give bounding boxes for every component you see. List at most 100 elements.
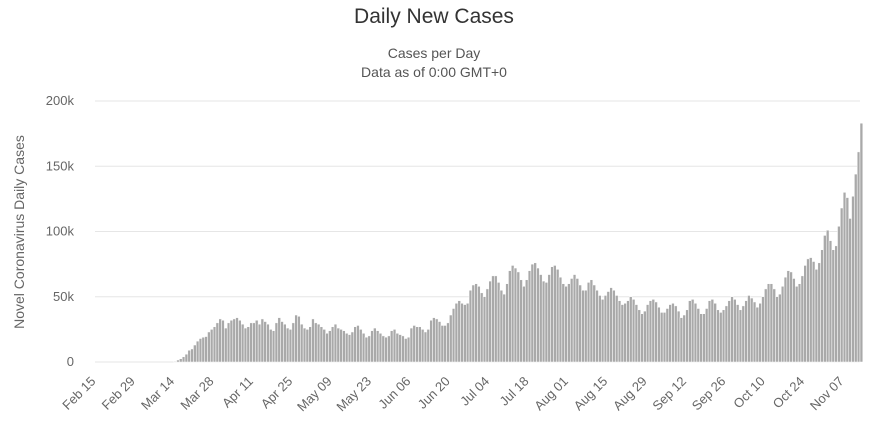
bar bbox=[724, 305, 729, 363]
bar bbox=[381, 335, 385, 363]
bar bbox=[741, 305, 745, 363]
bar bbox=[437, 321, 442, 363]
bar bbox=[339, 329, 343, 363]
bar bbox=[291, 322, 295, 363]
bar bbox=[643, 310, 647, 363]
bar bbox=[480, 292, 484, 363]
y-axis-label: Novel Coronavirus Daily Cases bbox=[11, 135, 27, 329]
x-tick-label: Sep 12 bbox=[649, 374, 689, 414]
bar bbox=[547, 274, 551, 363]
bar bbox=[314, 322, 318, 363]
y-tick-label: 50k bbox=[53, 289, 74, 304]
bar bbox=[589, 279, 594, 363]
bar bbox=[522, 286, 526, 363]
bar bbox=[592, 284, 596, 363]
bar bbox=[691, 299, 695, 363]
x-tick-label: Jul 04 bbox=[457, 374, 492, 409]
x-tick-label: Mar 14 bbox=[138, 374, 177, 413]
bar bbox=[603, 295, 608, 363]
bar bbox=[449, 314, 453, 363]
bar bbox=[418, 326, 422, 363]
bar bbox=[668, 304, 672, 363]
bar bbox=[727, 300, 731, 363]
bar bbox=[190, 348, 194, 363]
bar bbox=[713, 303, 717, 363]
bar bbox=[474, 283, 478, 363]
x-tick-label: Mar 28 bbox=[177, 374, 216, 413]
bar bbox=[674, 305, 678, 363]
bar bbox=[260, 318, 264, 363]
bar bbox=[266, 323, 270, 363]
bar bbox=[516, 271, 520, 363]
bar bbox=[173, 361, 177, 363]
bar bbox=[598, 295, 602, 363]
bar bbox=[730, 296, 734, 363]
bar bbox=[432, 317, 436, 363]
bar bbox=[519, 279, 523, 363]
bar bbox=[435, 318, 439, 363]
bar bbox=[390, 330, 394, 363]
bar bbox=[848, 218, 852, 363]
bar bbox=[384, 336, 388, 363]
x-tick-label: May 23 bbox=[333, 374, 374, 415]
bar bbox=[316, 323, 321, 363]
x-tick-label: Nov 07 bbox=[807, 374, 847, 414]
chart-title: Daily New Cases bbox=[354, 5, 514, 28]
bar bbox=[345, 333, 349, 363]
bar bbox=[671, 303, 675, 363]
bar bbox=[845, 197, 849, 363]
bar bbox=[496, 282, 501, 363]
bar bbox=[792, 278, 796, 363]
bar bbox=[766, 283, 771, 363]
bar bbox=[401, 335, 405, 363]
bar bbox=[584, 289, 588, 363]
y-tick-label: 150k bbox=[46, 158, 75, 173]
bar bbox=[508, 270, 512, 363]
bar bbox=[513, 267, 518, 363]
bar bbox=[814, 269, 819, 363]
bar bbox=[451, 308, 456, 363]
bar bbox=[637, 309, 641, 363]
bar bbox=[364, 336, 369, 363]
bar bbox=[553, 265, 557, 363]
bar bbox=[446, 322, 450, 363]
bar bbox=[747, 295, 751, 363]
bar bbox=[617, 300, 622, 363]
bar bbox=[544, 282, 549, 363]
bar bbox=[750, 297, 754, 363]
bar bbox=[533, 262, 537, 363]
bar bbox=[207, 331, 211, 363]
bar bbox=[488, 280, 492, 363]
bar bbox=[204, 336, 208, 363]
bar bbox=[710, 299, 714, 363]
bar bbox=[387, 335, 391, 363]
x-tick-label: Jun 20 bbox=[415, 374, 453, 412]
bar bbox=[837, 226, 841, 363]
bar bbox=[224, 327, 228, 363]
bar bbox=[196, 340, 200, 363]
bar bbox=[654, 301, 658, 363]
bar bbox=[271, 330, 276, 363]
bar bbox=[789, 271, 793, 363]
y-tick-label: 0 bbox=[67, 354, 74, 369]
bar bbox=[249, 322, 253, 363]
bar bbox=[319, 326, 324, 363]
bar bbox=[325, 333, 329, 363]
bar bbox=[651, 299, 655, 363]
bar bbox=[505, 283, 509, 363]
bar bbox=[454, 303, 459, 363]
bar bbox=[707, 300, 712, 363]
bar bbox=[806, 258, 810, 363]
bar bbox=[626, 300, 630, 363]
bar bbox=[606, 291, 610, 363]
bar bbox=[502, 293, 506, 363]
bar bbox=[370, 330, 374, 363]
bar bbox=[392, 329, 397, 363]
bar bbox=[311, 318, 315, 363]
bar bbox=[494, 275, 498, 363]
bar bbox=[772, 288, 776, 363]
bar bbox=[811, 261, 816, 363]
bar bbox=[347, 334, 352, 363]
bar bbox=[212, 326, 217, 363]
bar bbox=[367, 335, 371, 363]
